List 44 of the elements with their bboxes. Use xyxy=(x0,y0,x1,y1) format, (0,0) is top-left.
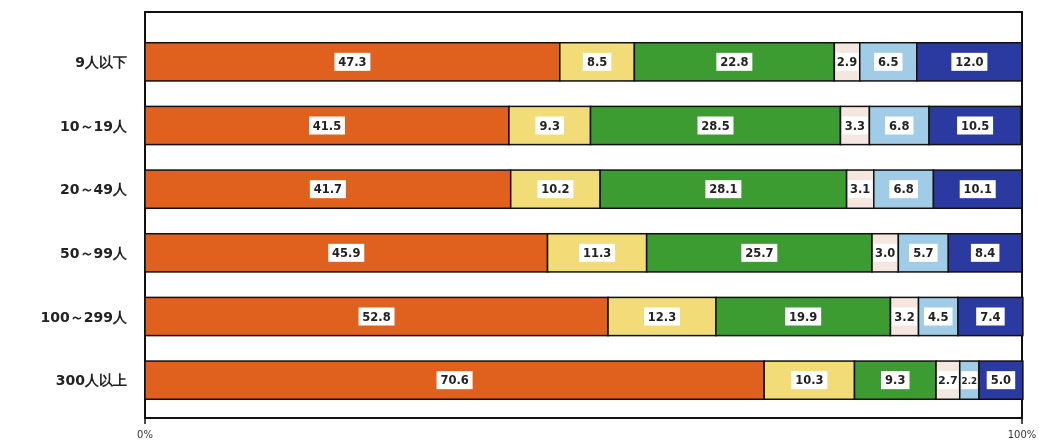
data-label: 70.6 xyxy=(440,373,469,388)
data-label: 2.9 xyxy=(836,54,858,69)
data-label: 25.7 xyxy=(745,245,774,260)
data-label: 10.3 xyxy=(795,373,824,388)
data-label: 28.1 xyxy=(709,182,738,197)
data-label: 5.0 xyxy=(990,373,1012,388)
data-label: 22.8 xyxy=(720,54,749,69)
data-label: 4.5 xyxy=(928,309,949,324)
y-tick-label: 10～19人 xyxy=(60,117,128,134)
data-label: 6.5 xyxy=(878,54,899,69)
data-label: 6.8 xyxy=(889,118,910,133)
data-label: 41.5 xyxy=(312,118,342,133)
data-label: 3.1 xyxy=(850,182,871,197)
data-label: 7.4 xyxy=(980,309,1001,324)
y-tick-label: 50～99人 xyxy=(60,244,128,261)
data-label: 10.1 xyxy=(963,182,992,197)
x-tick-label: 100% xyxy=(1007,429,1037,440)
data-label: 2.2 xyxy=(961,376,978,387)
data-label: 6.8 xyxy=(893,182,914,197)
data-label: 5.7 xyxy=(913,245,934,260)
data-label: 47.3 xyxy=(338,54,367,69)
data-label: 9.3 xyxy=(539,118,560,133)
data-label: 10.5 xyxy=(960,118,990,133)
data-label: 12.3 xyxy=(647,309,677,324)
data-label: 45.9 xyxy=(332,245,361,260)
data-label: 8.4 xyxy=(974,245,996,260)
data-label: 12.0 xyxy=(955,54,984,69)
data-label: 2.7 xyxy=(938,374,958,388)
data-label: 19.9 xyxy=(789,309,818,324)
data-label: 3.0 xyxy=(875,245,896,260)
data-label: 41.7 xyxy=(313,182,343,197)
data-label: 3.2 xyxy=(894,309,915,324)
y-tick-label: 9人以下 xyxy=(75,53,127,70)
data-label: 8.5 xyxy=(586,54,608,69)
y-tick-label: 100～299人 xyxy=(40,308,128,325)
y-tick-label: 20～49人 xyxy=(60,181,128,198)
data-label: 3.3 xyxy=(844,118,866,133)
data-label: 10.2 xyxy=(541,182,570,197)
data-label: 28.5 xyxy=(701,118,730,133)
data-label: 9.3 xyxy=(885,373,906,388)
data-label: 11.3 xyxy=(582,245,612,260)
data-label: 52.8 xyxy=(362,309,391,324)
y-tick-label: 300人以上 xyxy=(55,372,127,389)
x-tick-label: 0% xyxy=(137,429,153,440)
